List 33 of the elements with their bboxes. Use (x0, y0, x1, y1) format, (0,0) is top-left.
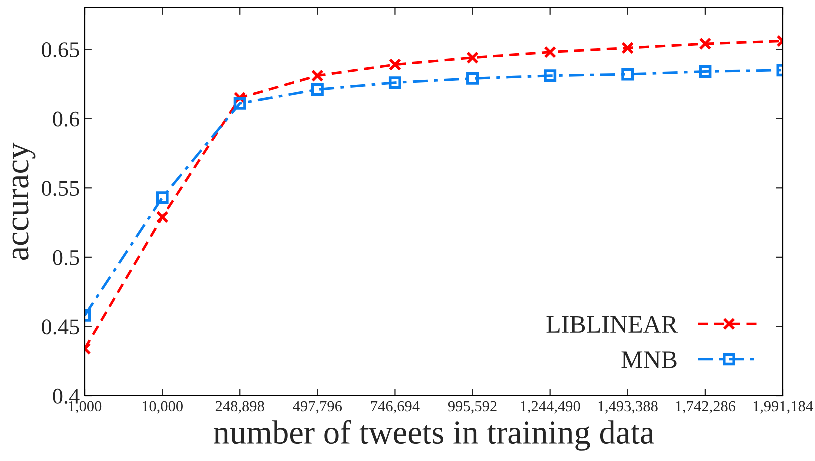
x-tick-label: 10,000 (142, 401, 183, 414)
legend-label: MNB (622, 352, 677, 368)
point (388, 76, 402, 90)
point (311, 70, 324, 82)
x-axis-title: number of tweets in training data (214, 420, 654, 451)
y-tick-label: 0.65 (42, 42, 80, 58)
point (466, 72, 480, 85)
point (544, 46, 557, 59)
point (311, 84, 324, 96)
y-tick-label: 0.45 (42, 320, 80, 335)
y-tick-label: 0.6 (53, 112, 80, 127)
legend-label: LIBLINEAR (546, 316, 678, 333)
x-tick-label: 746,694 (371, 401, 420, 414)
point (388, 58, 402, 72)
x-tick-label: 1,991,184 (754, 401, 814, 414)
x-tick-label: 1,244,490 (521, 401, 580, 414)
x-tick-label: 1,742,286 (676, 401, 736, 414)
y-axis-title: accuracy (12, 142, 36, 260)
point (544, 70, 557, 82)
x-tick-label: 497,796 (293, 401, 342, 414)
point (622, 68, 634, 81)
point (699, 65, 712, 78)
point (466, 52, 480, 64)
point (622, 42, 634, 54)
y-tick-label: 0.5 (53, 250, 80, 266)
x-tick-label: 248,898 (216, 401, 264, 414)
point (156, 192, 169, 204)
x-tick-label: 995,592 (448, 401, 497, 414)
x-tick-label: 1,493,388 (598, 401, 658, 414)
y-tick-label: 0.55 (42, 181, 80, 196)
point (234, 97, 246, 110)
point (699, 38, 712, 50)
point (156, 210, 169, 224)
